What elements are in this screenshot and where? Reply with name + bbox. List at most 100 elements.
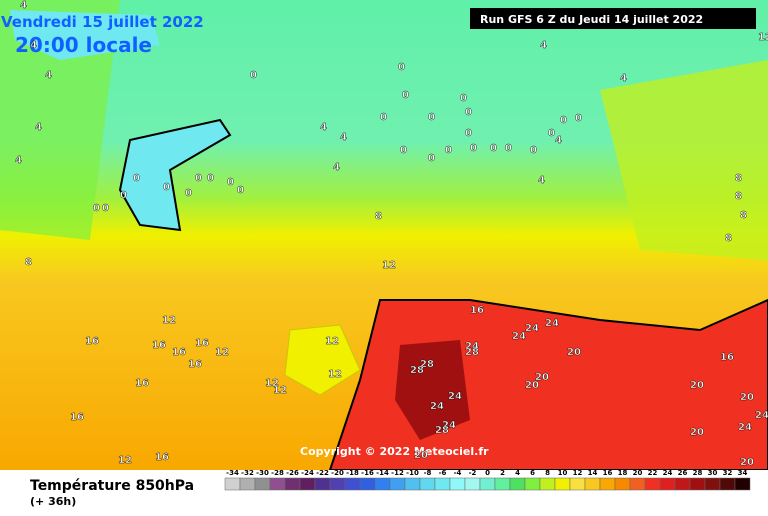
- contour-label: 0: [237, 185, 244, 196]
- legend-swatch: [554, 477, 571, 491]
- contour-label: 20: [690, 380, 704, 391]
- contour-label: 12: [215, 347, 229, 358]
- contour-label: 24: [448, 391, 462, 402]
- contour-label: 24: [755, 410, 768, 421]
- legend-swatch: [509, 477, 526, 491]
- footer-bg: [0, 470, 768, 512]
- legend-label: -30: [256, 469, 269, 477]
- legend-swatch: [719, 477, 736, 491]
- contour-label: 12: [758, 32, 768, 43]
- legend-label: -20: [331, 469, 344, 477]
- contour-label: 16: [70, 412, 84, 423]
- legend-label: -4: [454, 469, 462, 477]
- legend-swatch: [644, 477, 661, 491]
- contour-label: 0: [548, 128, 555, 139]
- contour-label: 12: [273, 385, 287, 396]
- legend-swatch: [434, 477, 451, 491]
- legend-label: 2: [500, 469, 505, 477]
- legend-label: 24: [663, 469, 673, 477]
- contour-label: 0: [465, 107, 472, 118]
- legend-label: -8: [424, 469, 432, 477]
- contour-label: 8: [740, 210, 747, 221]
- contour-label: 0: [402, 90, 409, 101]
- contour-label: 28: [435, 425, 449, 436]
- legend-label: 6: [530, 469, 535, 477]
- contour-label: 4: [555, 135, 562, 146]
- contour-label: 24: [465, 341, 479, 352]
- cold-zone: [10, 10, 160, 60]
- contour-label: 8: [735, 191, 742, 202]
- legend-swatch: [599, 477, 616, 491]
- contour-label: 0: [380, 112, 387, 123]
- contour-label: 4: [30, 40, 37, 51]
- contour-label: 4: [15, 155, 22, 166]
- contour-label: 24: [512, 331, 526, 342]
- contour-label: 20: [740, 457, 754, 468]
- contour-label: 0: [93, 203, 100, 214]
- legend-label: -34: [226, 469, 239, 477]
- contour-label: 28: [410, 365, 424, 376]
- contour-label: 0: [102, 203, 109, 214]
- run-info: Run GFS 6 Z du Jeudi 14 juillet 2022: [480, 13, 703, 26]
- contour-label: 16: [155, 452, 169, 463]
- legend-label: 8: [545, 469, 550, 477]
- contour-label: 20: [535, 372, 549, 383]
- legend-label: 30: [708, 469, 718, 477]
- legend-swatch: [254, 477, 271, 491]
- legend-swatch: [269, 477, 286, 491]
- contour-label: 0: [195, 173, 202, 184]
- contour-label: 24: [545, 318, 559, 329]
- legend-label: -22: [316, 469, 329, 477]
- legend-swatch: [224, 477, 241, 491]
- legend-swatch: [464, 477, 481, 491]
- legend-swatch: [284, 477, 301, 491]
- contour-label: 24: [525, 323, 539, 334]
- contour-label: 0: [470, 143, 477, 154]
- legend-label: 26: [678, 469, 688, 477]
- legend-swatch: [239, 477, 256, 491]
- yellow-zone: [284, 324, 361, 396]
- contour-label: 8: [25, 257, 32, 268]
- legend-label: 16: [603, 469, 613, 477]
- contour-label: 20: [414, 450, 428, 461]
- legend-swatch: [479, 477, 496, 491]
- contour-label: 0: [560, 115, 567, 126]
- legend-label: 22: [648, 469, 658, 477]
- contour-label: 20: [567, 347, 581, 358]
- legend-label: 32: [723, 469, 733, 477]
- legend-swatch: [314, 477, 331, 491]
- contour-label: 0: [445, 145, 452, 156]
- contour-label: 12: [162, 315, 176, 326]
- legend-label: 12: [573, 469, 583, 477]
- contour-label: 0: [185, 188, 192, 199]
- contour-label: 0: [398, 62, 405, 73]
- legend-label: 18: [618, 469, 628, 477]
- contour-label: 0: [250, 70, 257, 81]
- contour-label: 0: [505, 143, 512, 154]
- legend-swatch: [449, 477, 466, 491]
- legend-label: -24: [301, 469, 314, 477]
- contour-label: 4: [620, 73, 627, 84]
- contour-label: 0: [490, 143, 497, 154]
- contour-label: 4: [45, 70, 52, 81]
- footer-lead: (+ 36h): [30, 495, 76, 508]
- legend-label: 0: [485, 469, 490, 477]
- contour-label: 0: [530, 145, 537, 156]
- contour-label: 4: [538, 175, 545, 186]
- legend-swatch: [689, 477, 706, 491]
- legend-swatch: [359, 477, 376, 491]
- contour-label: 20: [690, 427, 704, 438]
- legend-label: 28: [693, 469, 703, 477]
- time-label: 20:00 locale: [15, 33, 152, 57]
- legend-swatch: [389, 477, 406, 491]
- contour-label: 16: [172, 347, 186, 358]
- contour-label: 0: [133, 173, 140, 184]
- land-zone: [0, 0, 120, 240]
- contour-label: 0: [575, 113, 582, 124]
- legend-swatch: [539, 477, 556, 491]
- legend-label: -6: [439, 469, 447, 477]
- legend-label: -12: [391, 469, 404, 477]
- contour-label: 8: [375, 211, 382, 222]
- contour-label: 0: [428, 112, 435, 123]
